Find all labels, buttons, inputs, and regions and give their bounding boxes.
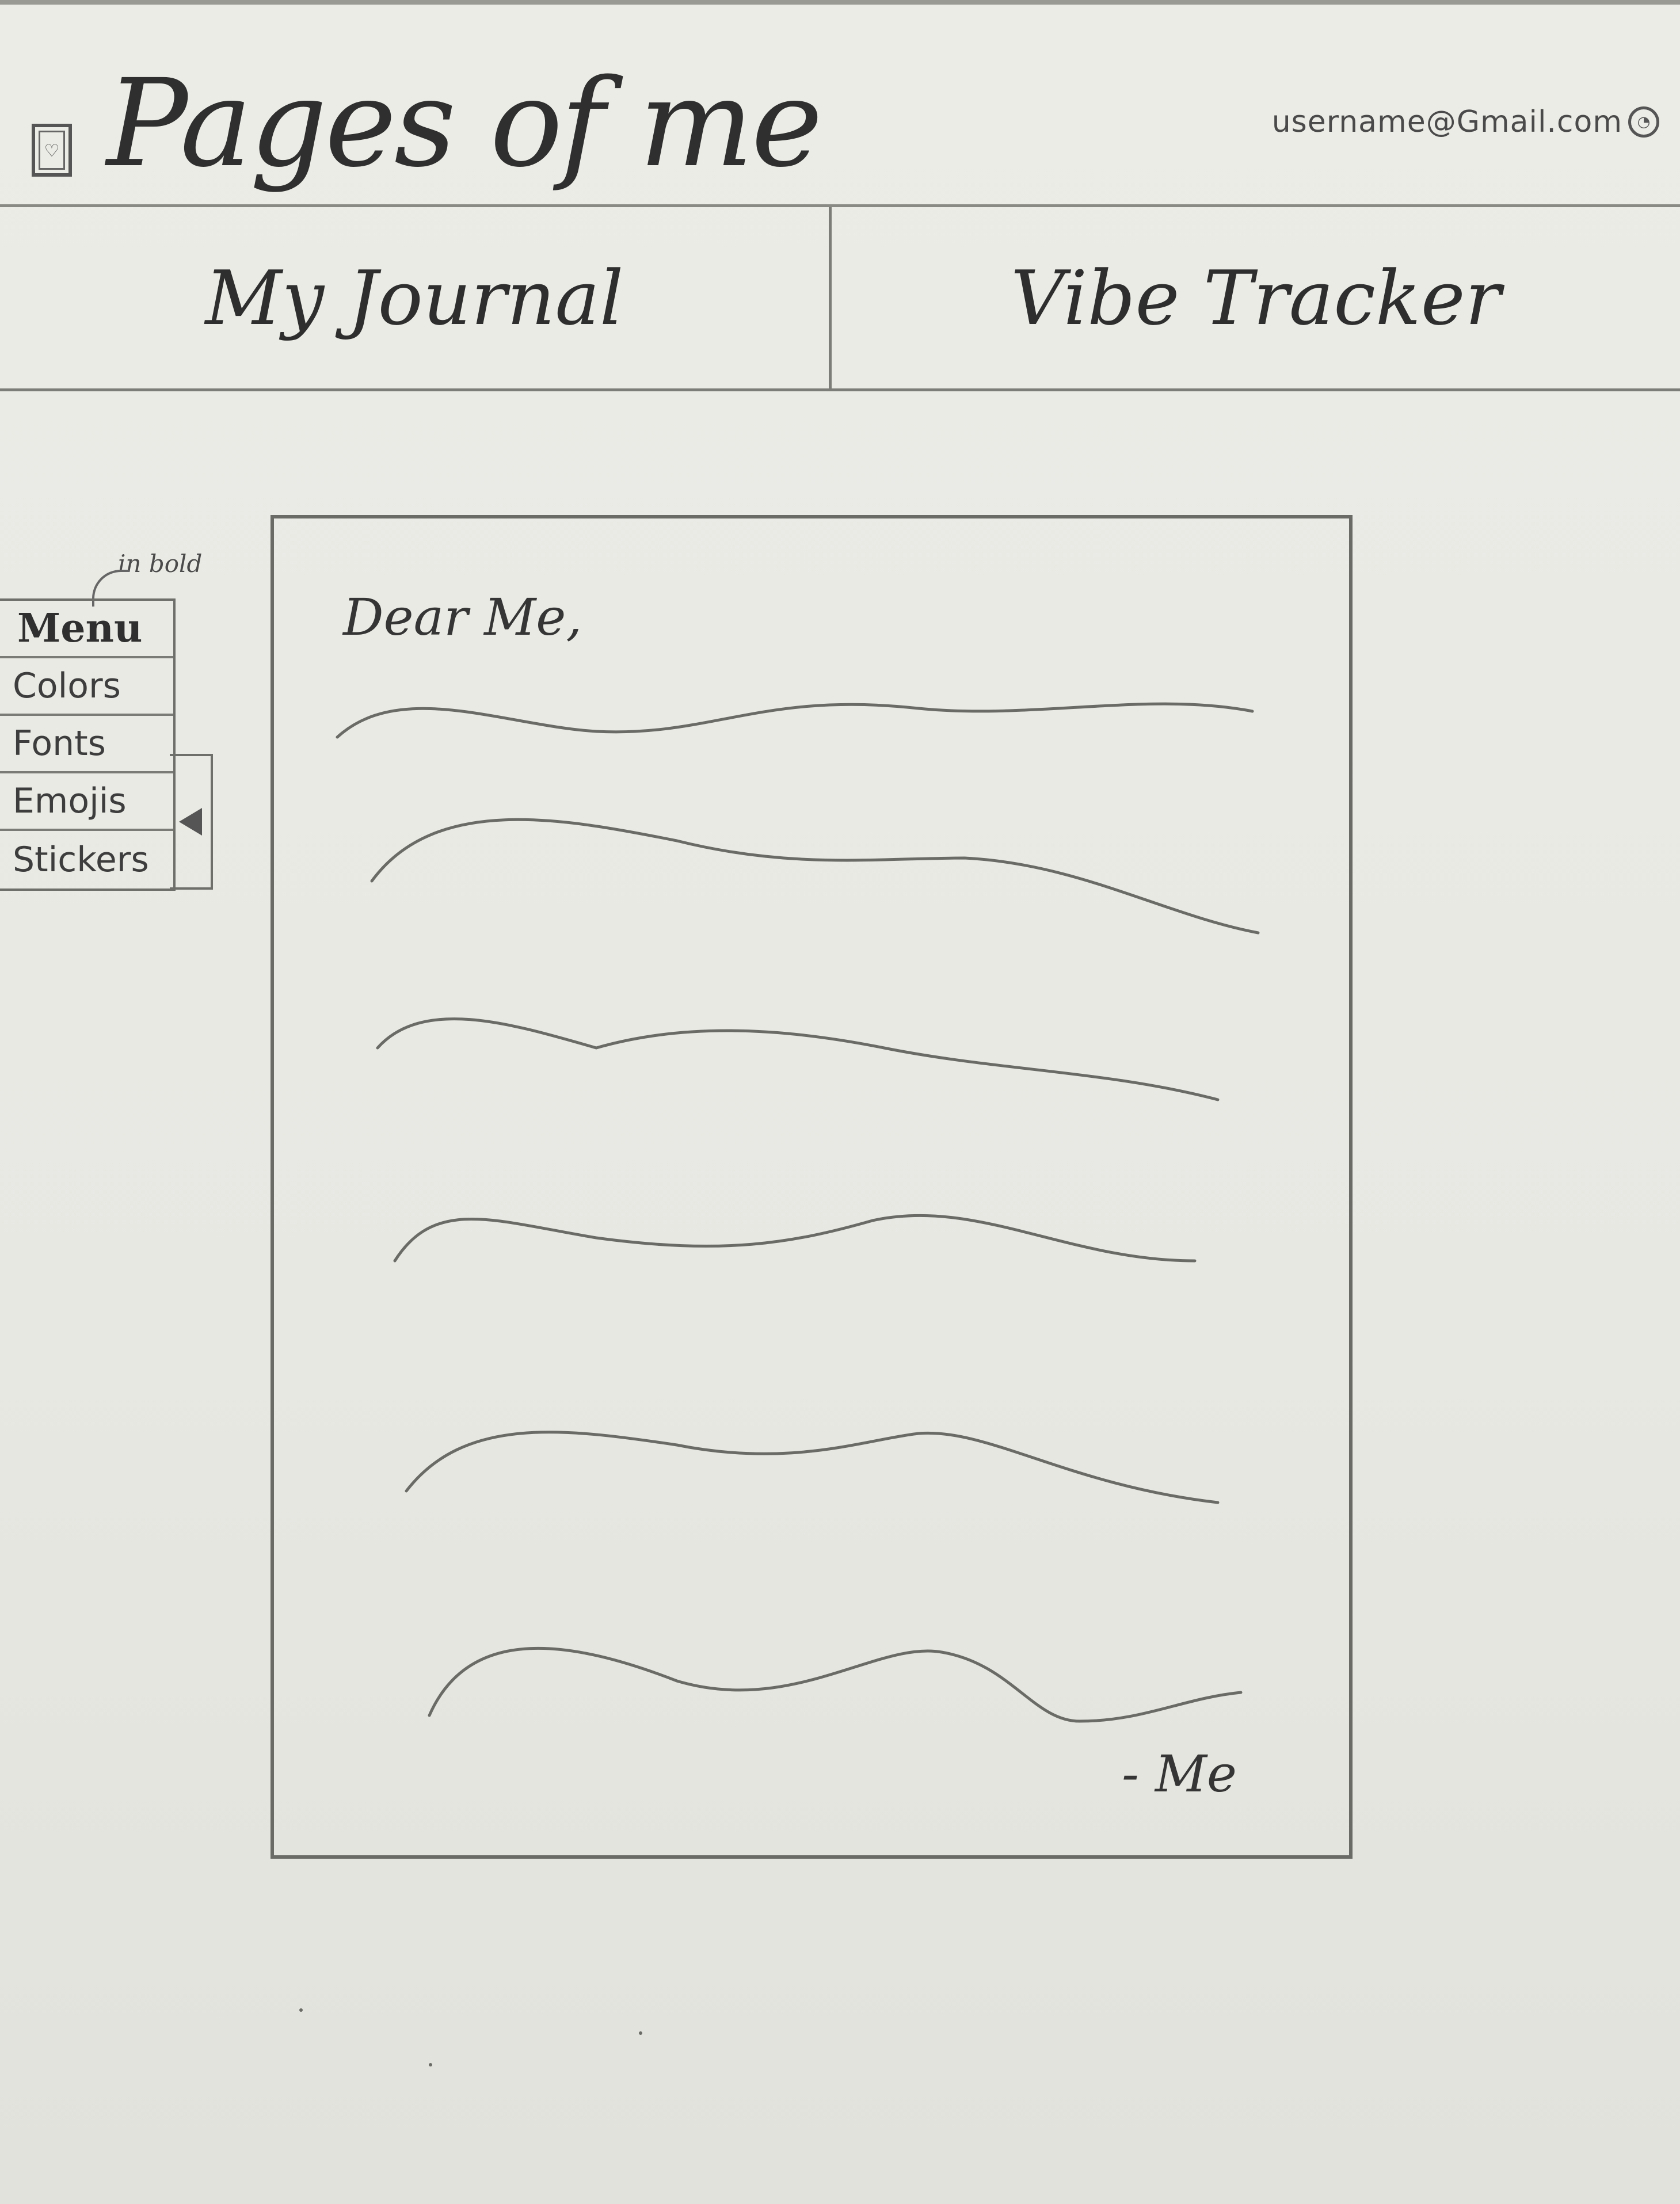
placeholder-text-lines [336,702,1260,1723]
text-line-1 [336,702,1254,739]
page-greeting: Dear Me, [343,588,582,647]
tab-bar: My Journal Vibe Tracker [0,207,1680,397]
pencil-mark [271,693,274,697]
text-line-6 [428,1646,1243,1723]
pencil-mark [429,2063,432,2066]
tab-vibe-tracker[interactable]: Vibe Tracker [829,207,1680,391]
text-line-3 [376,1017,1220,1101]
page-signoff: - Me [1122,1744,1237,1803]
annotation-arrow-icon [92,570,129,607]
text-line-5 [405,1431,1220,1504]
side-menu: Menu Colors Fonts Emojis Stickers [0,598,176,891]
menu-item-fonts[interactable]: Fonts [0,716,173,773]
pencil-mark [639,2031,642,2035]
account-email: username@Gmail.com [1271,105,1622,139]
menu-item-colors[interactable]: Colors [0,658,173,716]
account-icon[interactable]: ◔ [1628,106,1659,138]
menu-title: Menu [0,601,173,658]
journal-book-icon[interactable]: ♡ [32,124,72,177]
tab-my-journal[interactable]: My Journal [0,207,829,391]
menu-collapse-toggle[interactable] [170,754,213,890]
account-area[interactable]: username@Gmail.com ◔ [1272,105,1659,139]
app-title: Pages of me [106,53,823,194]
text-line-2 [370,818,1260,935]
header-divider [0,204,1680,207]
menu-item-emojis[interactable]: Emojis [0,773,173,831]
text-line-4 [393,1214,1197,1263]
pencil-mark [299,2008,303,2012]
menu-item-stickers[interactable]: Stickers [13,840,149,880]
paper-edge [0,0,1680,5]
journal-page[interactable]: Dear Me, - Me [271,515,1353,1859]
menu-annotation: in bold [118,550,203,578]
collapse-arrow-icon [178,808,202,836]
